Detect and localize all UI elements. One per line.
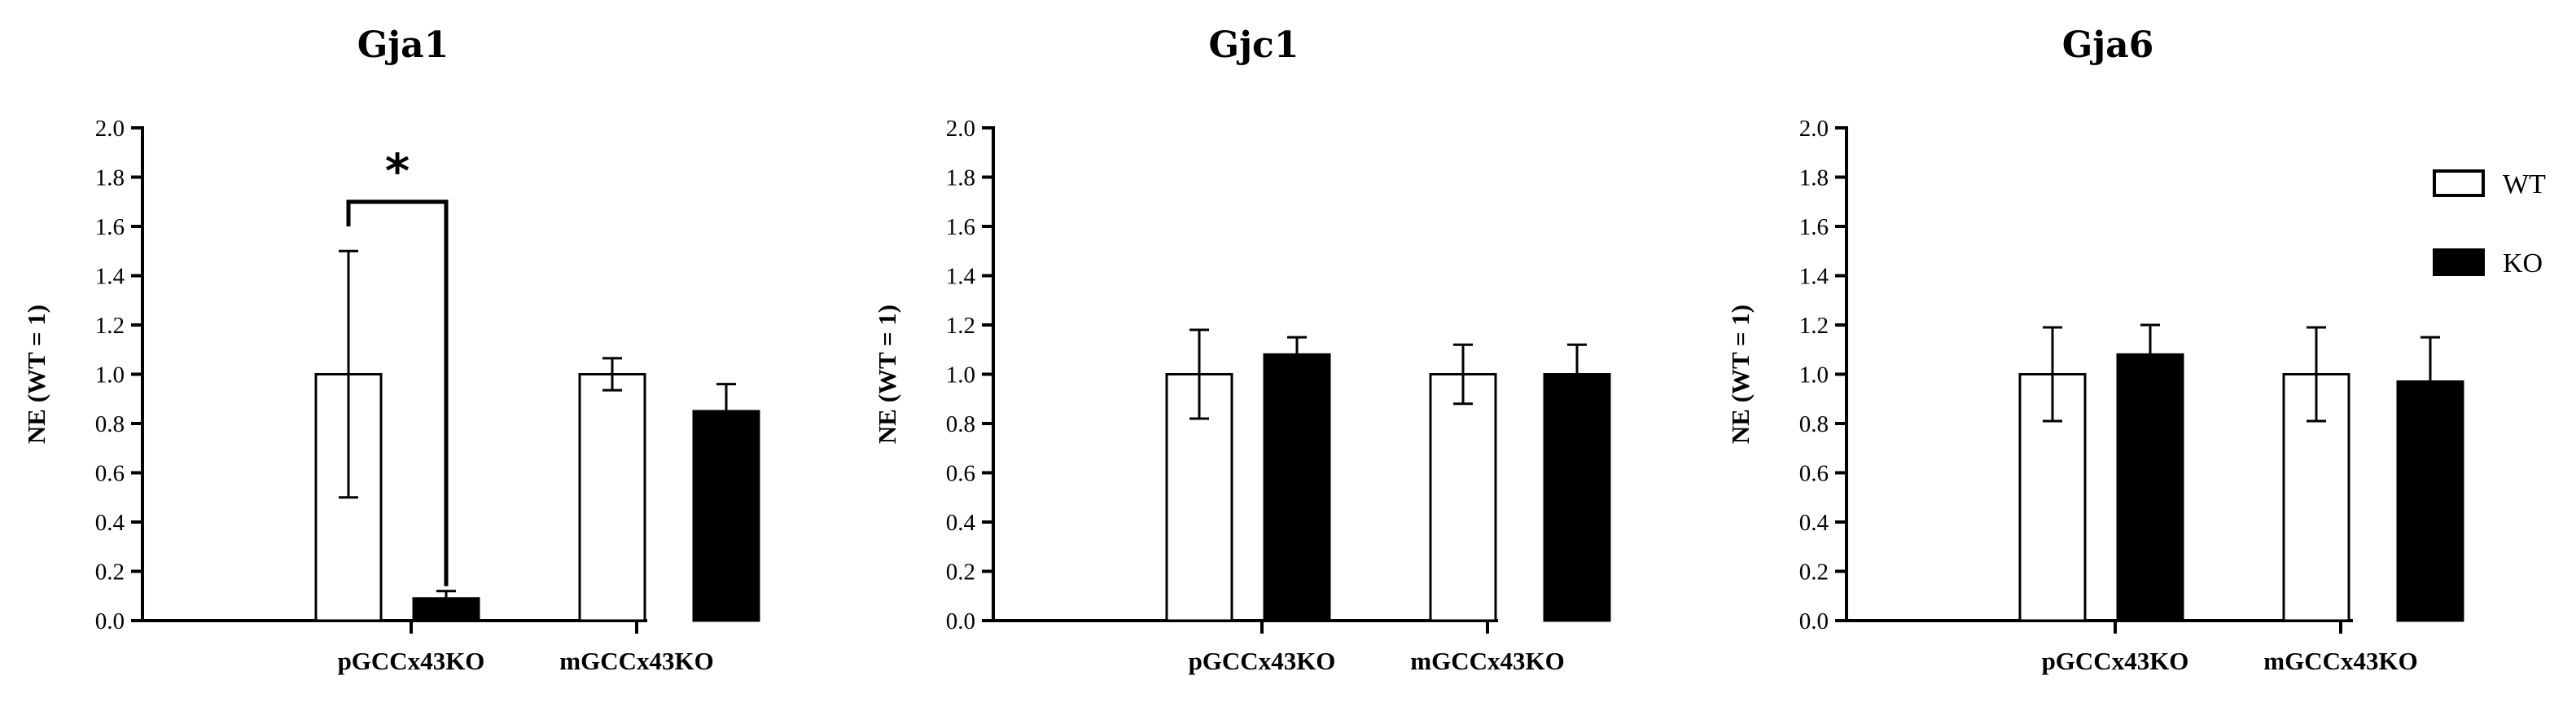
y-tick-label: 0.2	[1799, 560, 1829, 586]
y-axis-label: NE (WT = 1)	[22, 305, 50, 444]
y-tick-label: 1.6	[95, 214, 125, 240]
y-tick-label: 2.0	[95, 116, 125, 142]
y-axis-label: NE (WT = 1)	[1726, 305, 1755, 444]
bar-ko	[692, 410, 760, 622]
y-tick-label: 0.8	[1799, 411, 1829, 437]
y-tick-label: 1.2	[946, 313, 975, 339]
y-tick-label: 0.6	[946, 461, 975, 487]
y-tick-label: 1.4	[1799, 264, 1829, 290]
y-tick-label: 1.8	[1799, 165, 1829, 191]
y-tick-label: 0.0	[946, 608, 975, 634]
bar-ko	[2116, 353, 2184, 622]
y-tick-label: 2.0	[946, 116, 975, 142]
significance-star: *	[385, 143, 410, 199]
x-tick-label: mGCCx43KO	[2263, 647, 2417, 675]
bar-ko	[1543, 373, 1611, 622]
bar-wt	[1429, 373, 1497, 622]
y-tick-label: 0.0	[1799, 608, 1829, 634]
bar-wt	[578, 373, 646, 622]
y-tick-label: 1.2	[1799, 313, 1829, 339]
y-tick-label: 1.0	[946, 362, 975, 388]
y-tick-label: 2.0	[1799, 116, 1829, 142]
y-tick-label: 1.0	[1799, 362, 1829, 388]
x-tick-label: pGCCx43KO	[1189, 647, 1336, 675]
y-tick-label: 0.6	[95, 461, 125, 487]
legend-swatch-ko	[2433, 248, 2485, 276]
x-tick-label: pGCCx43KO	[338, 647, 485, 675]
y-tick-label: 1.0	[95, 362, 125, 388]
x-tick-label: mGCCx43KO	[559, 647, 713, 675]
bar-ko	[1263, 353, 1331, 622]
bar-ko	[412, 597, 480, 622]
y-tick-label: 0.2	[95, 560, 125, 586]
y-tick-label: 1.4	[95, 264, 125, 290]
y-tick-label: 1.8	[946, 165, 975, 191]
chart-title: Gja1	[357, 24, 449, 66]
chart-title: Gja6	[2062, 24, 2154, 66]
y-tick-label: 1.2	[95, 313, 125, 339]
y-tick-label: 0.0	[95, 608, 125, 634]
legend-swatch-wt	[2433, 169, 2485, 197]
y-tick-label: 0.8	[95, 411, 125, 437]
y-tick-label: 0.8	[946, 411, 975, 437]
x-tick-label: pGCCx43KO	[2042, 647, 2189, 675]
chart-title: Gjc1	[1209, 24, 1299, 66]
y-tick-label: 1.4	[946, 264, 976, 290]
y-tick-label: 0.6	[1799, 461, 1829, 487]
legend-label-ko: KO	[2503, 248, 2543, 279]
y-tick-label: 1.6	[946, 214, 975, 240]
y-tick-label: 0.4	[946, 510, 976, 536]
y-tick-label: 0.4	[95, 510, 125, 536]
y-tick-label: 0.2	[946, 560, 975, 586]
y-tick-label: 1.6	[1799, 214, 1829, 240]
y-tick-label: 0.4	[1799, 510, 1829, 536]
y-tick-label: 1.8	[95, 165, 125, 191]
significance-bracket	[346, 200, 449, 586]
x-tick-label: mGCCx43KO	[1410, 647, 1564, 675]
y-axis-label: NE (WT = 1)	[873, 305, 901, 444]
legend-label-wt: WT	[2503, 169, 2546, 200]
